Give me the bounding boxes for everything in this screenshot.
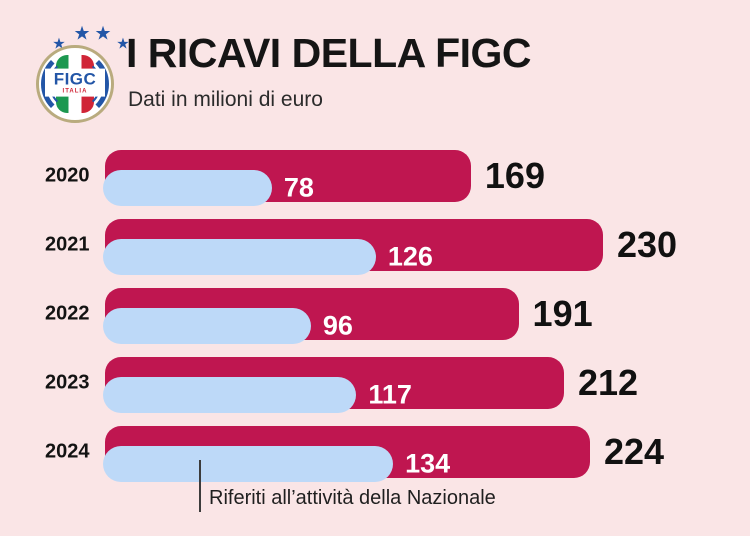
- badge-center-band: FIGC ITALIA: [45, 68, 105, 97]
- bars-track: 224 134: [103, 426, 664, 482]
- national-team-bar: 96: [103, 308, 353, 344]
- page-subtitle: Dati in milioni di euro: [128, 88, 323, 111]
- italia-wordmark: ITALIA: [62, 88, 88, 95]
- partial-value-label: 78: [283, 172, 314, 203]
- national-team-bar: 126: [103, 239, 433, 275]
- bars-track: 191 96: [103, 288, 603, 344]
- total-value-label: 169: [484, 155, 545, 196]
- annotation-connector-line: [199, 460, 201, 512]
- national-team-bar: 134: [103, 446, 450, 482]
- year-label: 2024: [45, 440, 90, 463]
- bars-track: 169 78: [103, 150, 603, 206]
- year-label: 2020: [45, 164, 90, 187]
- bars-track: 212 117: [103, 357, 638, 413]
- chart-row-2022: 2022 191 96: [45, 288, 745, 344]
- figc-logo: ★ ★ ★ ★ FIGC ITALIA: [28, 14, 130, 124]
- year-label: 2021: [45, 233, 90, 256]
- partial-value-label: 134: [405, 448, 451, 479]
- year-label: 2022: [45, 302, 90, 325]
- chart-row-2021: 2021 230 126: [45, 219, 745, 275]
- badge-blue-arc: [41, 50, 109, 118]
- star-icon: ★: [73, 23, 91, 45]
- bar-chart: 2020 169 78 2021 230 126 2022 191: [45, 150, 745, 495]
- national-team-bar: 78: [103, 170, 314, 206]
- partial-value-label: 117: [368, 379, 412, 410]
- figc-wordmark: FIGC: [53, 69, 97, 89]
- year-label: 2023: [45, 371, 90, 394]
- national-team-bar: 117: [103, 377, 412, 413]
- star-icon: ★: [116, 35, 130, 53]
- annotation-label: Riferiti all’attività della Nazionale: [209, 487, 496, 509]
- total-value-label: 212: [578, 362, 639, 403]
- figc-badge-circle: FIGC ITALIA: [36, 45, 114, 123]
- chart-row-2023: 2023 212 117: [45, 357, 745, 413]
- chart-row-2024: 2024 224 134: [45, 426, 745, 482]
- chart-row-2020: 2020 169 78: [45, 150, 745, 206]
- partial-value-label: 126: [387, 241, 433, 272]
- total-value-label: 224: [604, 431, 665, 472]
- total-value-label: 230: [617, 224, 678, 265]
- page-title: I RICAVI DELLA FIGC: [126, 30, 532, 76]
- partial-value-label: 96: [322, 310, 353, 341]
- star-icon: ★: [94, 23, 112, 45]
- total-value-label: 191: [532, 293, 593, 334]
- bars-track: 230 126: [103, 219, 677, 275]
